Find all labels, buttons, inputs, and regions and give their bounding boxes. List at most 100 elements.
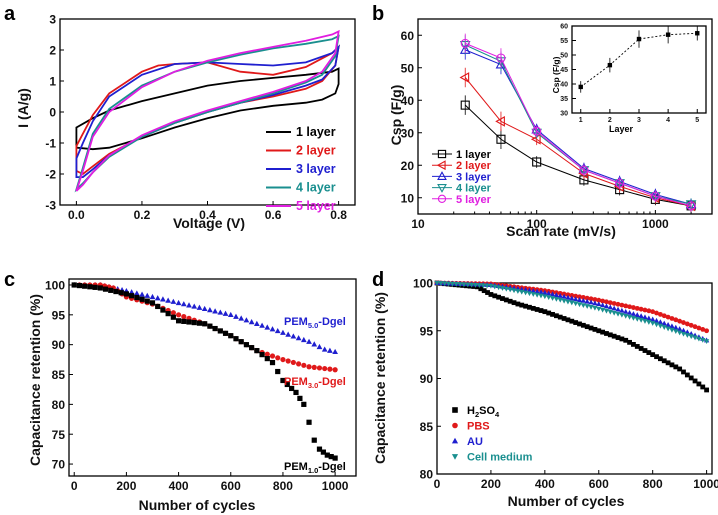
data-point-1 (607, 332, 613, 338)
data-point-1 (515, 301, 521, 307)
data-point-1 (295, 335, 302, 341)
data-point-4 (650, 321, 656, 326)
data-point-3 (217, 328, 223, 334)
data-point-2 (696, 325, 702, 331)
data-point-4 (503, 286, 509, 292)
data-point-1 (623, 337, 629, 343)
data-point-1 (149, 293, 156, 300)
data-point-3 (665, 321, 671, 327)
data-point-4 (626, 314, 633, 320)
data-point (579, 165, 589, 175)
data-point-1 (154, 295, 161, 301)
data-point-3 (102, 286, 109, 292)
data-point-1 (650, 352, 656, 358)
annot-main: PEM (284, 461, 308, 473)
data-point-4 (684, 333, 690, 338)
data-point-4 (526, 291, 533, 297)
data-point-3 (149, 300, 156, 306)
data-point-1 (573, 320, 579, 325)
y-tick-label: 60 (560, 24, 568, 31)
series-annotation: PEM1.0-Dgel (284, 461, 346, 475)
data-point-2 (673, 317, 679, 323)
data-point-3 (316, 446, 323, 452)
data-point-4 (592, 305, 598, 311)
data-point-1 (673, 364, 679, 370)
y-tick-label: 85 (52, 368, 66, 382)
data-point-3 (603, 303, 610, 309)
x-tick-label: 200 (116, 479, 136, 493)
data-point-2 (650, 309, 656, 315)
data-point-1 (471, 284, 477, 289)
data-point-3 (669, 323, 675, 329)
data-point-4 (438, 281, 444, 286)
data-point (532, 126, 542, 136)
data-point-1 (128, 289, 135, 295)
data-point-3 (673, 324, 679, 330)
data-point-1 (500, 296, 505, 301)
data-point-4 (638, 318, 644, 323)
y-tick-label: 40 (560, 82, 568, 89)
legend-label: Cell medium (467, 452, 533, 464)
data-point (496, 53, 506, 63)
y-tick-label: 50 (560, 53, 568, 60)
data-point-4 (688, 334, 694, 340)
data-point-1 (327, 347, 333, 353)
data-point-2 (181, 314, 187, 320)
data-point-3 (259, 352, 265, 358)
data-point-3 (569, 295, 575, 301)
data-point-4 (692, 335, 698, 341)
y-tick-label: 30 (401, 126, 415, 140)
data-point-2 (573, 293, 579, 299)
data-point-2 (638, 306, 644, 312)
data-point-3 (165, 311, 171, 317)
legend-main: H (467, 405, 475, 417)
y-tick-label: 100 (413, 277, 433, 291)
data-point-1 (274, 327, 281, 334)
data-point-4 (476, 283, 483, 289)
data-point-1 (503, 297, 509, 303)
y-tick-label: 60 (401, 29, 415, 43)
data-point-2 (170, 310, 176, 316)
data-point-3 (264, 355, 270, 362)
data-point-4 (653, 322, 660, 328)
data-point-1 (638, 346, 644, 351)
legend-label: 1 layer (456, 149, 492, 161)
panel-label-a: a (4, 3, 16, 25)
data-point-3 (592, 300, 598, 306)
data-point-3 (293, 389, 299, 396)
data-point-4 (434, 280, 440, 286)
data-point-2 (627, 304, 632, 310)
data-point-3 (615, 306, 621, 312)
data-point-4 (661, 325, 667, 330)
data-point-4 (584, 304, 590, 309)
data-point-3 (186, 319, 192, 325)
data-point-1 (661, 358, 667, 364)
data-point-4 (596, 306, 602, 312)
data-point-1 (557, 314, 563, 320)
data-point-2 (688, 322, 694, 328)
data-point-2 (316, 365, 323, 371)
x-tick-label: 0.4 (199, 208, 216, 222)
data-point-3 (306, 419, 312, 425)
data-point-4 (538, 293, 544, 299)
data-point-2 (275, 355, 281, 361)
data-point-3 (108, 287, 114, 293)
data-point-1 (481, 288, 487, 294)
data-point-4 (488, 283, 494, 289)
data-point-3 (653, 317, 660, 323)
data-point-1 (642, 348, 648, 353)
data-point-1 (253, 320, 260, 326)
data-point-3 (638, 313, 644, 319)
data-point-1 (300, 336, 307, 343)
data-point-1 (290, 333, 297, 339)
data-point-4 (673, 329, 679, 335)
inset-line (580, 32, 698, 88)
data-point-4 (546, 295, 552, 301)
data-point-4 (507, 287, 513, 293)
annot-tail: -Dgel (318, 316, 346, 328)
data-point-2 (704, 328, 710, 334)
data-point-3 (565, 294, 571, 300)
data-point-2 (607, 300, 613, 306)
data-point-3 (680, 327, 687, 333)
data-point-3 (580, 297, 586, 303)
